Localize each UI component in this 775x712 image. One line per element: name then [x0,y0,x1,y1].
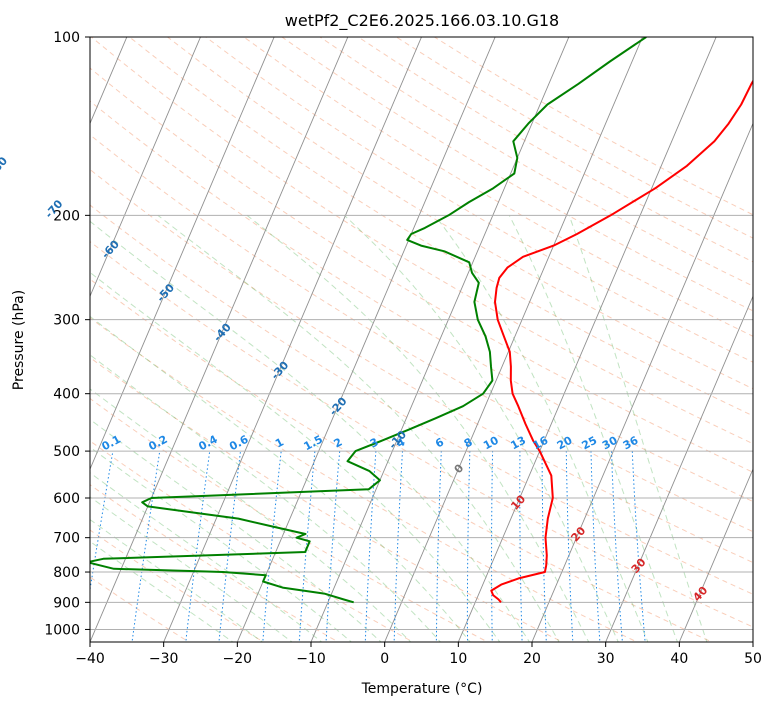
y-tick-label-1: 200 [53,208,80,224]
x-tick-label-2: −20 [223,651,253,667]
y-tick-label-0: 100 [53,30,80,46]
y-tick-label-2: 300 [53,313,80,329]
y-tick-label-8: 900 [53,595,80,611]
x-tick-label-0: −40 [75,651,105,667]
x-tick-label-8: 40 [670,651,688,667]
y-tick-label-7: 800 [53,565,80,581]
x-tick-label-5: 10 [449,651,467,667]
y-tick-label-3: 400 [53,387,80,403]
x-tick-label-3: −10 [296,651,326,667]
x-tick-label-7: 30 [597,651,615,667]
chart-title: wetPf2_C2E6.2025.166.03.10.G18 [285,11,559,31]
y-tick-label-9: 1000 [44,622,80,638]
x-axis-label: Temperature (°C) [361,681,483,697]
x-tick-label-6: 20 [523,651,541,667]
x-tick-label-1: −30 [149,651,179,667]
x-tick-label-9: 50 [744,651,762,667]
y-tick-label-4: 500 [53,444,80,460]
x-tick-label-4: 0 [380,651,389,667]
y-tick-label-5: 600 [53,491,80,507]
y-axis-label: Pressure (hPa) [11,290,27,390]
y-tick-label-6: 700 [53,531,80,547]
